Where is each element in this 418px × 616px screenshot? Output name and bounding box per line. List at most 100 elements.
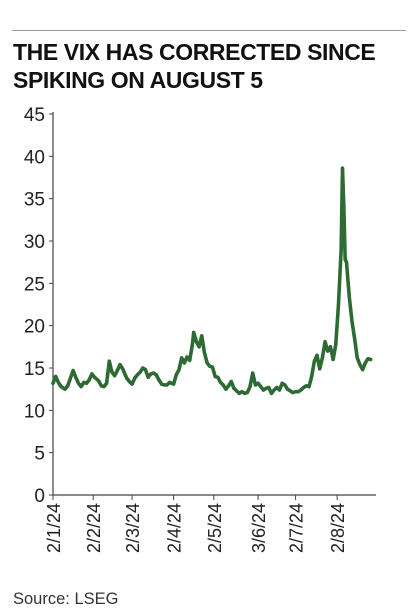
- vix-data-point: [259, 385, 263, 389]
- vix-data-point: [272, 388, 276, 392]
- vix-data-point: [182, 361, 186, 365]
- x-tick-label: 2/4/24: [165, 503, 185, 553]
- vix-data-point: [149, 372, 153, 376]
- y-tick-label: 15: [24, 359, 45, 380]
- vix-data-point: [107, 359, 111, 363]
- y-tick-label: 35: [24, 190, 45, 211]
- x-tick-label: 2/8/24: [328, 503, 348, 553]
- vix-data-point: [269, 391, 274, 395]
- vix-data-point: [92, 375, 97, 379]
- vix-data-point: [331, 357, 335, 362]
- vix-data-point: [291, 390, 295, 395]
- x-tick-label: 3/6/24: [249, 503, 269, 553]
- vix-data-point: [82, 380, 86, 384]
- vix-data-point: [315, 353, 319, 357]
- x-tick-label: 2/1/24: [44, 503, 64, 553]
- vix-data-point: [323, 340, 327, 344]
- vix-data-point: [264, 386, 268, 390]
- vix-data-point: [130, 382, 134, 386]
- vix-data-point: [99, 384, 103, 388]
- vix-data-point: [237, 391, 241, 395]
- vix-data-point: [188, 358, 192, 362]
- y-axis: 0 5 10 15 20 25 30 35 40 45: [24, 105, 54, 507]
- vix-data-point: [154, 373, 158, 377]
- vix-data-point: [115, 368, 119, 373]
- vix-line-chart: 0 5 10 15 20 25 30 35 40 45 2/1/24 2/2/24 2/3/24 2/4…: [24, 105, 376, 553]
- vix-data-point: [248, 385, 252, 389]
- vix-data-point: [63, 387, 67, 391]
- vix-data-point: [105, 381, 109, 385]
- vix-data-point: [334, 342, 338, 346]
- vix-data-point: [352, 336, 357, 340]
- vix-data-point: [280, 381, 284, 385]
- vix-data-point: [205, 361, 209, 365]
- vix-data-point: [235, 389, 239, 393]
- vix-data-point: [143, 368, 148, 372]
- x-tick-label: 2/3/24: [123, 503, 143, 553]
- vix-data-point: [347, 294, 351, 298]
- vix-data-point: [326, 349, 330, 353]
- vix-data-point: [251, 371, 255, 375]
- vix-data-point: [229, 379, 233, 384]
- vix-data-point: [51, 381, 55, 385]
- vix-data-point: [245, 390, 249, 395]
- vix-data-point: [363, 361, 367, 365]
- vix-data-point: [159, 382, 164, 386]
- vix-data-point: [190, 342, 194, 346]
- vix-data-point: [79, 385, 83, 389]
- vix-data-point: [243, 391, 247, 395]
- vix-data-point: [224, 387, 228, 391]
- x-tick-label: 2/2/24: [84, 503, 104, 553]
- vix-data-point: [267, 385, 271, 390]
- source-note: Source: LSEG: [13, 590, 119, 608]
- vix-data-point: [59, 385, 63, 389]
- vix-data-point: [302, 385, 306, 390]
- vix-data-point: [194, 340, 199, 344]
- vix-data-point: [157, 378, 161, 382]
- vix-data-point: [275, 385, 279, 390]
- vix-data-point: [102, 385, 106, 389]
- vix-data-point: [141, 366, 145, 370]
- x-tick-label: 2/7/24: [287, 503, 307, 553]
- vix-data-point: [90, 372, 94, 376]
- vix-data-point: [277, 388, 282, 392]
- vix-data-point: [318, 367, 322, 371]
- vix-data-point: [200, 334, 204, 338]
- y-tick-label: 0: [34, 486, 45, 507]
- vix-data-point: [336, 302, 341, 307]
- vix-data-point: [84, 381, 89, 385]
- y-tick-label: 45: [24, 105, 45, 126]
- vix-data-point: [299, 388, 303, 392]
- y-tick-label: 40: [24, 147, 45, 168]
- vix-data-point: [307, 385, 311, 389]
- y-tick-label: 10: [24, 401, 45, 422]
- chart-title: THE VIX HAS CORRECTED SINCE SPIKING ON A…: [13, 39, 376, 93]
- vix-data-point: [283, 383, 287, 387]
- vix-data-point: [121, 367, 125, 371]
- vix-data-point: [202, 351, 207, 355]
- vix-data-point: [177, 368, 181, 372]
- vix-data-point: [358, 363, 362, 367]
- vix-data-point: [296, 390, 300, 394]
- x-tick-label: 2/5/24: [205, 503, 225, 553]
- vix-data-point: [344, 260, 349, 264]
- vix-data-point: [192, 330, 196, 335]
- vix-data-point: [350, 318, 354, 323]
- vix-data-point: [168, 380, 172, 384]
- vix-data-point: [285, 387, 290, 391]
- vix-data-point: [304, 384, 308, 388]
- plot-area: [51, 166, 373, 396]
- x-axis: 2/1/24 2/2/24 2/3/24 2/4/24 2/5/24 3/6/24 2/7/…: [44, 494, 376, 553]
- vix-data-point: [118, 363, 122, 367]
- vix-data-point: [261, 388, 266, 392]
- vix-series-line: [51, 166, 373, 396]
- vix-data-point: [366, 357, 370, 361]
- vix-data-point: [221, 383, 225, 387]
- vix-data-point: [240, 390, 244, 394]
- vix-data-point: [56, 380, 60, 384]
- vix-data-point: [125, 376, 129, 380]
- vix-data-point: [133, 376, 137, 380]
- vix-data-point: [216, 375, 220, 379]
- top-divider: [12, 30, 406, 31]
- vix-data-point: [369, 357, 373, 362]
